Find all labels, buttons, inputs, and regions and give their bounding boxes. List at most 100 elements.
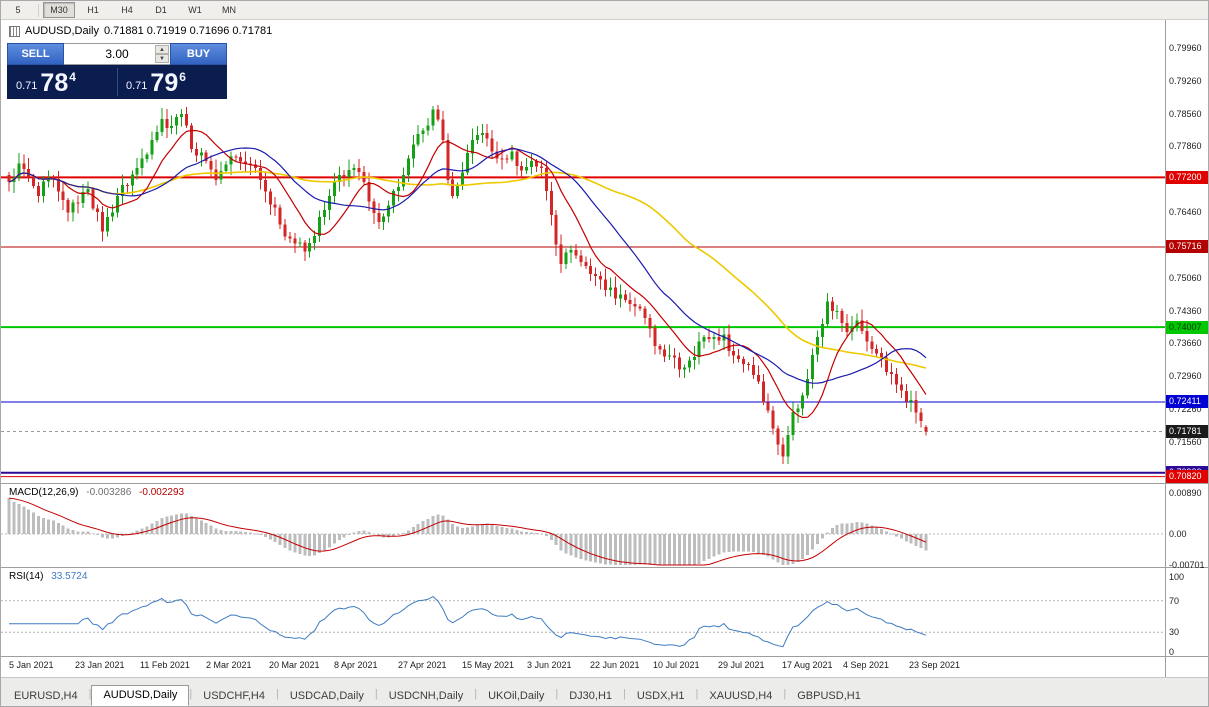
- date-axis-label: 10 Jul 2021: [653, 660, 700, 670]
- timeframe-button-h1[interactable]: H1: [87, 5, 99, 15]
- tab-divider: |: [474, 688, 478, 700]
- price-level-badge: 0.75716: [1166, 240, 1208, 253]
- macd-main-value: -0.003286: [86, 487, 132, 498]
- moving-average-slow: [8, 170, 927, 369]
- chart-tab-usdcad-daily[interactable]: USDCAD,Daily: [289, 690, 364, 702]
- timeframe-button-h4[interactable]: H4: [121, 5, 133, 15]
- symbol-label: AUDUSD,Daily: [25, 25, 99, 37]
- chart-tab-eurusd-h4[interactable]: EURUSD,H4: [14, 690, 78, 702]
- timeframe-button-w1[interactable]: W1: [188, 5, 202, 15]
- lot-size-value[interactable]: 3.00: [105, 47, 129, 61]
- rsi-value: 33.5724: [51, 571, 88, 582]
- price-axis-tick: 0.73660: [1169, 338, 1202, 348]
- date-axis-label: 23 Jan 2021: [75, 660, 125, 670]
- lot-decrease-button[interactable]: ▼: [155, 54, 169, 63]
- macd-svg: [1, 497, 1165, 566]
- rsi-axis-tick: 30: [1169, 627, 1180, 637]
- candlestick-series: [7, 104, 928, 464]
- macd-axis-tick: 0.00: [1169, 529, 1187, 539]
- chart-ohlc-header: AUDUSD,Daily 0.71881 0.71919 0.71696 0.7…: [9, 25, 272, 37]
- pane-separator: [1, 656, 1208, 657]
- buy-price-prefix: 0.71: [126, 80, 148, 92]
- buy-price[interactable]: 0.71 79 6: [117, 65, 227, 99]
- date-axis-label: 2 Mar 2021: [206, 660, 252, 670]
- price-axis-tick: 0.78560: [1169, 109, 1202, 119]
- tab-divider: |: [623, 688, 626, 700]
- tab-divider: |: [189, 688, 193, 700]
- macd-histogram: [7, 498, 928, 565]
- price-axis-tick: 0.75060: [1169, 273, 1202, 283]
- price-level-badge: 0.77200: [1166, 171, 1208, 184]
- date-axis-label: 27 Apr 2021: [398, 660, 447, 670]
- price-pane[interactable]: [1, 19, 1165, 483]
- rsi-pane[interactable]: [1, 568, 1165, 656]
- macd-label: MACD(12,26,9): [9, 487, 79, 498]
- timeframe-button-5[interactable]: 5: [15, 5, 21, 15]
- date-axis-label: 29 Jul 2021: [718, 660, 765, 670]
- lot-size-field[interactable]: 3.00 ▲ ▼: [64, 43, 170, 65]
- buy-price-pip: 6: [179, 70, 186, 84]
- chart-tab-usdchf-h4[interactable]: USDCHF,H4: [203, 690, 265, 702]
- sell-price[interactable]: 0.71 78 4: [7, 65, 117, 99]
- buy-button[interactable]: BUY: [170, 43, 227, 65]
- lot-increase-button[interactable]: ▲: [155, 45, 169, 54]
- one-click-trading-panel: SELL 3.00 ▲ ▼ BUY 0.71 78 4 0.71 79 6: [7, 43, 227, 99]
- date-axis-label: 5 Jan 2021: [9, 660, 54, 670]
- chart-tab-strip: EURUSD,H4 | AUDUSD,Daily | USDCHF,H4 | USDCAD,…: [1, 677, 1208, 706]
- price-axis-tick: 0.72260: [1169, 404, 1202, 414]
- moving-average-mid: [8, 147, 927, 384]
- price-chart-svg: [1, 104, 1165, 478]
- date-axis-label: 15 May 2021: [462, 660, 515, 670]
- rsi-svg: [1, 595, 1165, 648]
- chart-tab-usdcnh-daily[interactable]: USDCNH,Daily: [388, 690, 464, 702]
- chart-tab-ukoil-daily[interactable]: UKOil,Daily: [488, 690, 545, 702]
- date-axis-label: 23 Sep 2021: [909, 660, 961, 670]
- tab-divider: |: [783, 688, 787, 700]
- date-axis-label: 20 Mar 2021: [269, 660, 320, 670]
- toolbar-divider: [38, 3, 39, 17]
- tab-divider: |: [374, 688, 378, 700]
- sell-button[interactable]: SELL: [7, 43, 64, 65]
- pane-separator[interactable]: [1, 483, 1208, 484]
- date-axis-label: 4 Sep 2021: [843, 660, 890, 670]
- chart-tab-xauusd-h4[interactable]: XAUUSD,H4: [709, 690, 773, 702]
- date-axis-label: 11 Feb 2021: [140, 660, 190, 670]
- sell-price-big: 78: [40, 69, 69, 97]
- buy-price-big: 79: [150, 69, 179, 97]
- sell-price-prefix: 0.71: [16, 80, 38, 92]
- tab-divider: |: [88, 688, 92, 700]
- price-axis-tick: 0.79960: [1169, 43, 1202, 53]
- macd-signal-value: -0.002293: [139, 487, 185, 498]
- tab-divider: |: [555, 688, 559, 700]
- price-level-badge: 0.74007: [1166, 321, 1208, 334]
- price-axis-tick: 0.77860: [1169, 141, 1202, 151]
- rsi-axis-tick: 0: [1169, 647, 1175, 657]
- rsi-axis-tick: 70: [1169, 596, 1180, 606]
- pane-separator[interactable]: [1, 567, 1208, 568]
- date-axis-label: 22 Jun 2021: [590, 660, 640, 670]
- price-axis-tick: 0.72960: [1169, 371, 1202, 381]
- macd-axis-tick: 0.00890: [1169, 488, 1202, 498]
- price-divider: [117, 68, 118, 96]
- price-axis-tick: 0.71560: [1169, 437, 1202, 447]
- price-axis-tick: 0.76460: [1169, 207, 1202, 217]
- horizontal-level-lines: [1, 176, 1165, 478]
- macd-signal-line: [8, 497, 927, 566]
- timeframe-button-d1[interactable]: D1: [155, 5, 167, 15]
- timeframe-button-m30[interactable]: M30: [43, 2, 75, 18]
- chart-tab-dj30-h1[interactable]: DJ30,H1: [569, 690, 612, 702]
- timeframe-button-mn[interactable]: MN: [222, 5, 236, 15]
- price-axis-tick: 0.79260: [1169, 76, 1202, 86]
- timeframe-toolbar: 5 M30 H1 H4 D1 W1 MN: [1, 1, 1208, 20]
- chart-tab-audusd-daily[interactable]: AUDUSD,Daily: [91, 685, 190, 706]
- price-axis-border: [1165, 19, 1166, 677]
- macd-pane[interactable]: [1, 484, 1165, 567]
- price-level-badge: 0.70820: [1166, 470, 1208, 483]
- chart-icon: [9, 25, 20, 37]
- price-level-badge: 0.71781: [1166, 425, 1208, 438]
- date-axis-label: 8 Apr 2021: [334, 660, 378, 670]
- macd-axis-tick: -0.00701: [1169, 560, 1205, 570]
- chart-tab-usdx-h1[interactable]: USDX,H1: [636, 690, 685, 702]
- chart-tab-gbpusd-h1[interactable]: GBPUSD,H1: [797, 690, 861, 702]
